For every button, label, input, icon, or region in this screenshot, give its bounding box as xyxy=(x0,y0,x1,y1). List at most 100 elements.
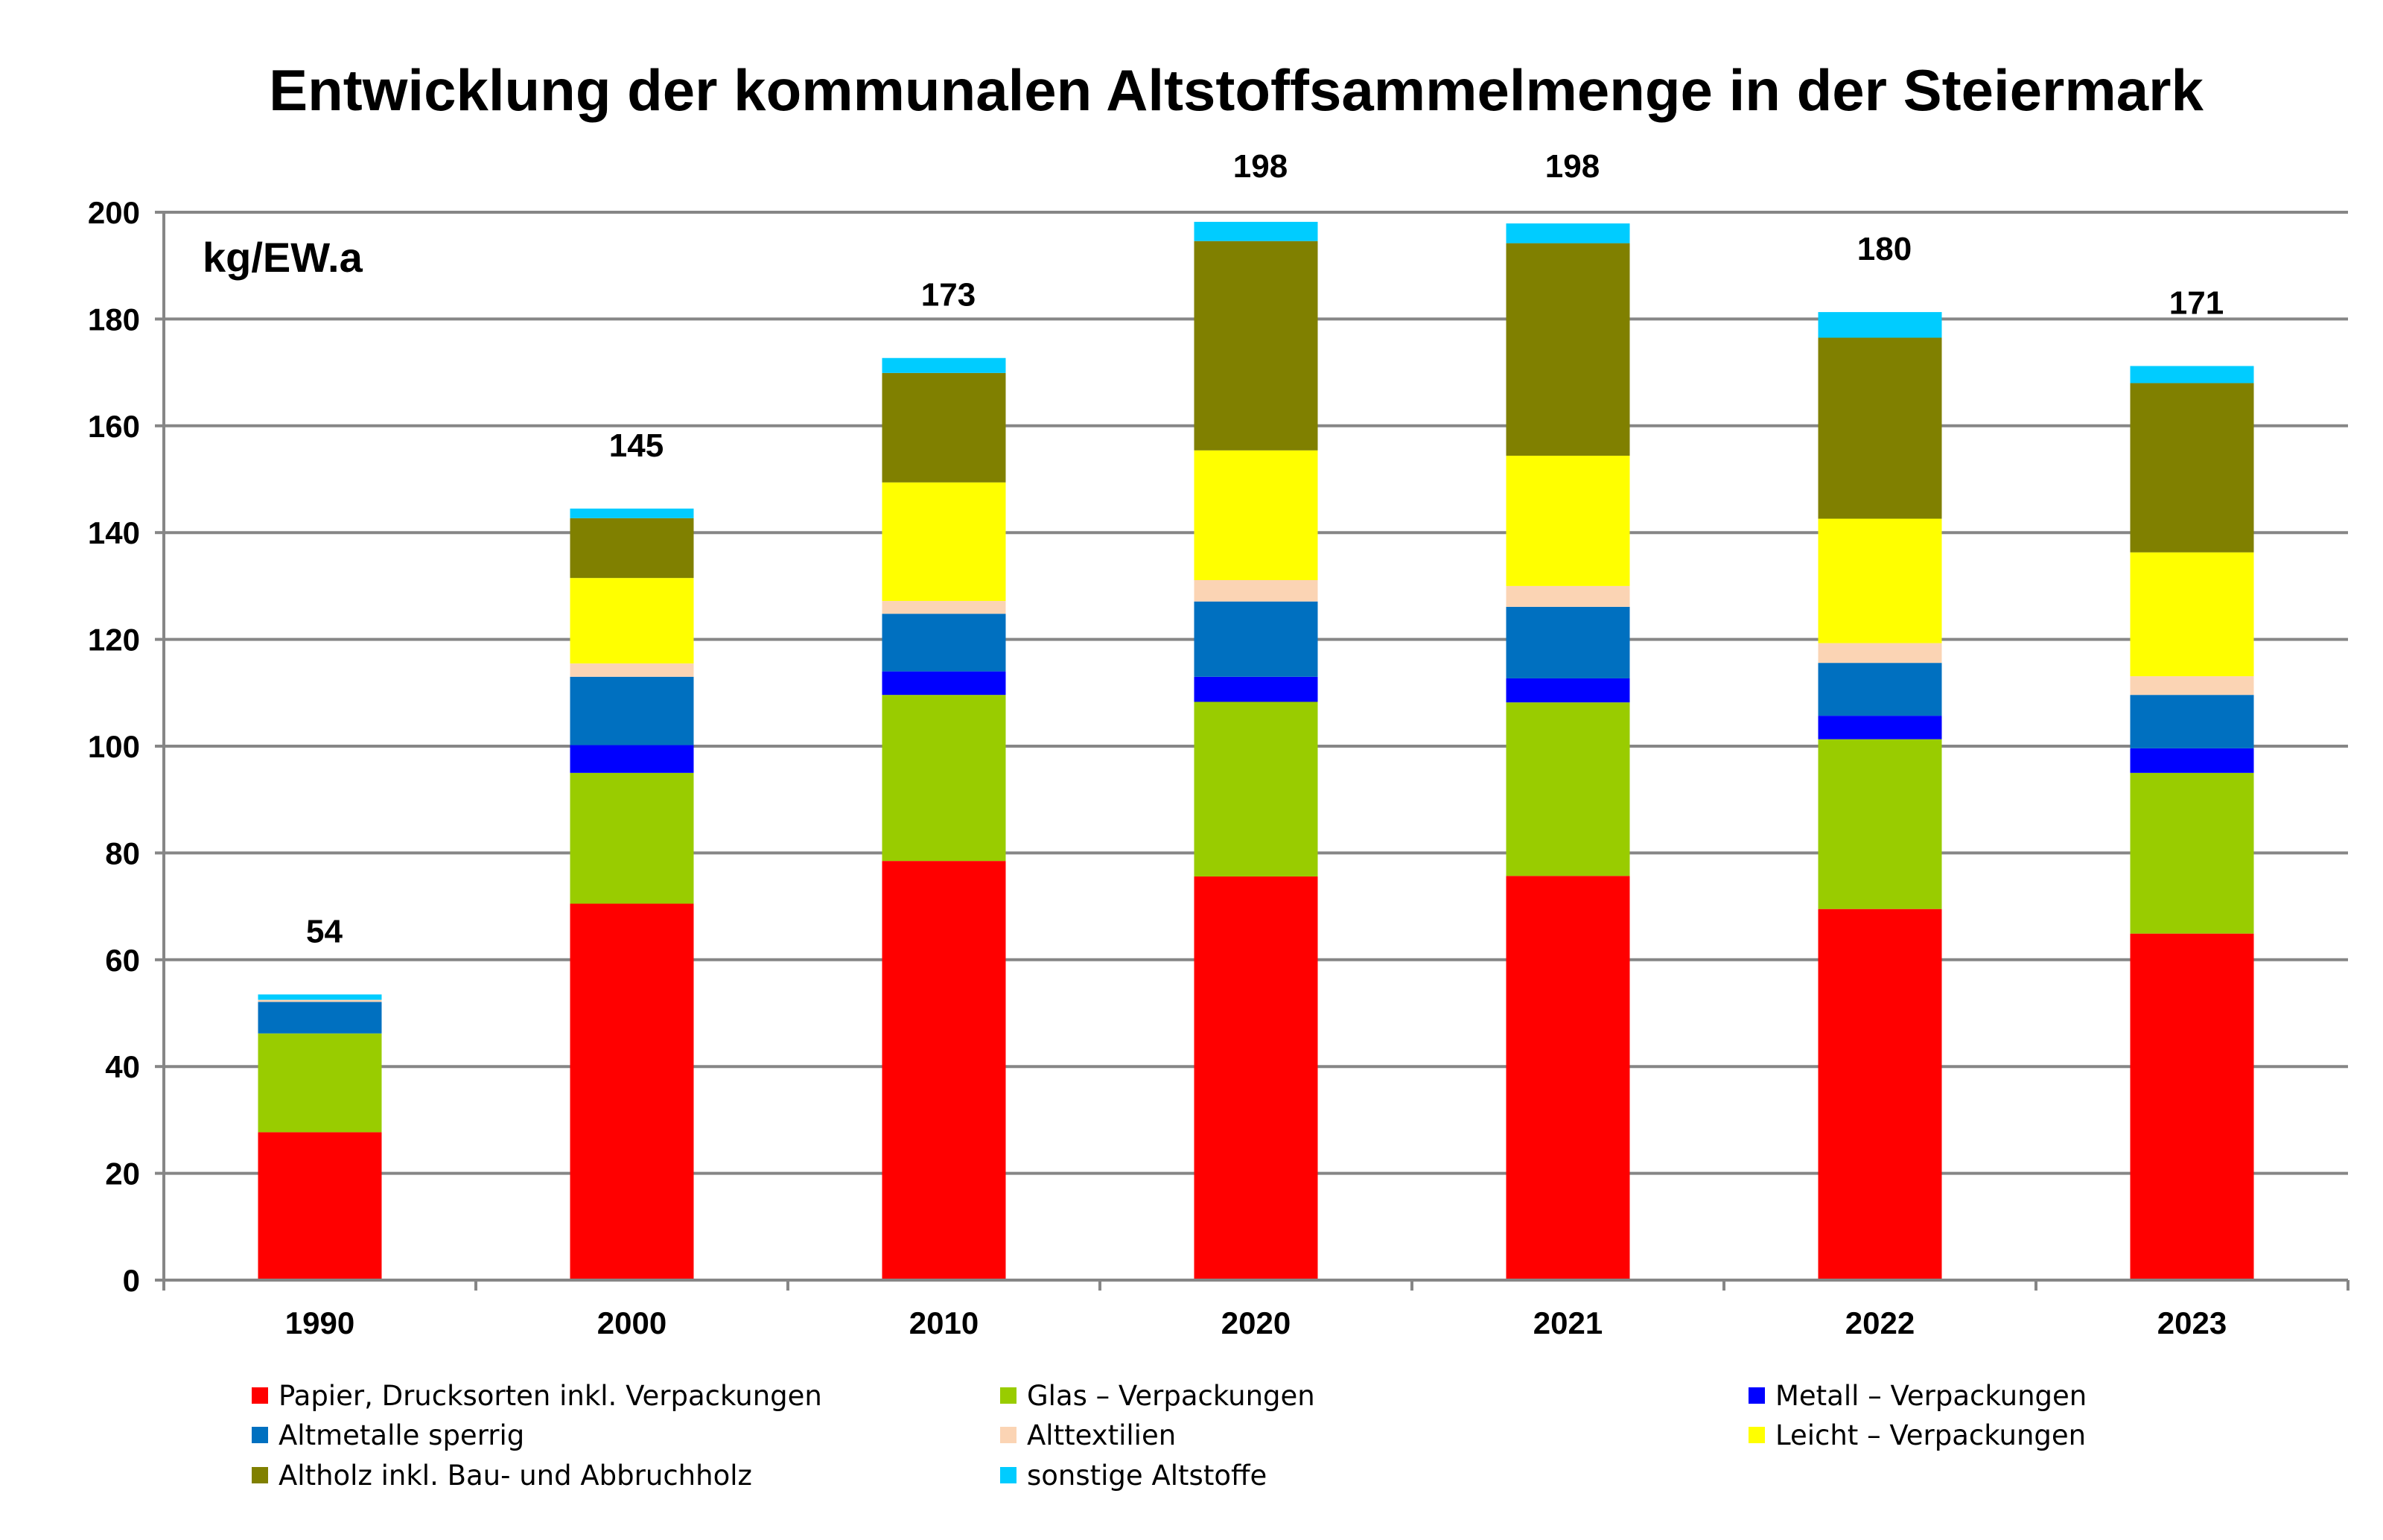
legend-swatch xyxy=(252,1387,268,1404)
legend-swatch xyxy=(252,1427,268,1443)
bar-segment-2022-7 xyxy=(1818,312,1942,338)
bar-segment-2020-7 xyxy=(1194,221,1318,241)
bar-segment-2000-0 xyxy=(570,903,694,1280)
total-label: 180 xyxy=(1857,231,1912,267)
legend-item: Alttextilien xyxy=(1000,1419,1176,1451)
total-label: 54 xyxy=(306,913,343,949)
bar-segment-1990-4 xyxy=(258,999,382,1002)
bar-segment-2023-1 xyxy=(2130,772,2254,934)
bar-segment-2010-2 xyxy=(882,671,1006,696)
bar-segment-2022-0 xyxy=(1818,909,1942,1280)
legend-label: Papier, Drucksorten inkl. Verpackungen xyxy=(279,1380,822,1412)
legend-swatch xyxy=(1000,1427,1016,1443)
y-tick-label: 60 xyxy=(105,943,140,978)
bar-segment-2022-2 xyxy=(1818,716,1942,739)
bar-segment-2020-6 xyxy=(1194,241,1318,451)
bar-segment-2023-4 xyxy=(2130,676,2254,696)
legend-item: Altholz inkl. Bau- und Abbruchholz xyxy=(252,1460,752,1492)
legend-label: Glas – Verpackungen xyxy=(1027,1380,1315,1412)
legend-swatch xyxy=(1000,1387,1016,1404)
bar-segment-2000-2 xyxy=(570,745,694,773)
y-tick-label: 160 xyxy=(88,409,140,444)
legend-label: Metall – Verpackungen xyxy=(1775,1380,2087,1412)
y-tick-label: 140 xyxy=(88,515,140,550)
bar-segment-2020-5 xyxy=(1194,450,1318,581)
bar-segment-2023-0 xyxy=(2130,933,2254,1280)
bar-segment-2021-0 xyxy=(1506,876,1630,1280)
bar-segment-2020-2 xyxy=(1194,676,1318,702)
bars: 54 145 173 198 198 180 171 xyxy=(258,148,2254,1280)
legend-item: Altmetalle sperrig xyxy=(252,1419,524,1451)
x-tick-label: 2023 xyxy=(2157,1305,2227,1340)
bar-segment-1990-1 xyxy=(258,1033,382,1133)
bar-segment-2000-1 xyxy=(570,772,694,904)
bar-segment-2023-5 xyxy=(2130,552,2254,677)
bar-segment-2000-7 xyxy=(570,508,694,518)
bar-segment-2023-3 xyxy=(2130,695,2254,748)
bar-segment-2010-6 xyxy=(882,372,1006,483)
legend-swatch xyxy=(1000,1467,1016,1483)
legend-swatch xyxy=(1749,1387,1765,1404)
legend: Papier, Drucksorten inkl. Verpackungen Gl… xyxy=(252,1380,2087,1492)
bar-segment-2022-3 xyxy=(1818,663,1942,716)
total-label: 173 xyxy=(921,277,976,314)
x-tick-label: 2022 xyxy=(1845,1305,1915,1340)
legend-item: Glas – Verpackungen xyxy=(1000,1380,1315,1412)
bar-segment-2010-7 xyxy=(882,357,1006,373)
chart-title: Entwicklung der kommunalen Altstoffsamme… xyxy=(269,57,2204,123)
axes: 0 20 40 60 80 100 120 140 160 180 200 1990 2000 2010 2… xyxy=(88,195,2349,1340)
y-tick-label: 200 xyxy=(88,195,140,230)
y-tick-label: 20 xyxy=(105,1156,140,1191)
legend-swatch xyxy=(252,1467,268,1483)
bar-segment-2021-7 xyxy=(1506,223,1630,244)
total-label: 171 xyxy=(2169,284,2224,321)
total-label: 198 xyxy=(1545,148,1600,185)
legend-item: Leicht – Verpackungen xyxy=(1749,1419,2086,1451)
bar-segment-2010-1 xyxy=(882,695,1006,862)
bar-segment-2022-4 xyxy=(1818,643,1942,664)
legend-label: sonstige Altstoffe xyxy=(1027,1460,1267,1492)
legend-item: Papier, Drucksorten inkl. Verpackungen xyxy=(252,1380,822,1412)
bar-segment-1990-3 xyxy=(258,1002,382,1034)
y-tick-label: 120 xyxy=(88,623,140,658)
x-tick-label: 2021 xyxy=(1533,1305,1603,1340)
bar-segment-2023-7 xyxy=(2130,366,2254,384)
x-tick-label: 2010 xyxy=(909,1305,979,1340)
bar-segment-2000-5 xyxy=(570,578,694,664)
legend-swatch xyxy=(1749,1427,1765,1443)
bar-segment-2010-3 xyxy=(882,614,1006,672)
total-label: 145 xyxy=(609,427,664,464)
bar-segment-2022-6 xyxy=(1818,337,1942,519)
bar-segment-2021-3 xyxy=(1506,606,1630,678)
legend-label: Altmetalle sperrig xyxy=(279,1419,524,1451)
x-tick-label: 1990 xyxy=(285,1305,354,1340)
bar-segment-2010-5 xyxy=(882,482,1006,601)
y-tick-label: 80 xyxy=(105,836,140,871)
legend-label: Alttextilien xyxy=(1027,1419,1176,1451)
bar-segment-2021-6 xyxy=(1506,243,1630,456)
bar-segment-2021-1 xyxy=(1506,702,1630,876)
bar-segment-2020-4 xyxy=(1194,580,1318,602)
bar-segment-2020-3 xyxy=(1194,601,1318,677)
bar-segment-2021-4 xyxy=(1506,585,1630,607)
y-tick-label: 0 xyxy=(123,1263,140,1298)
bar-segment-2022-1 xyxy=(1818,739,1942,909)
bar-segment-2000-3 xyxy=(570,676,694,745)
y-tick-label: 180 xyxy=(88,302,140,337)
y-tick-label: 100 xyxy=(88,729,140,764)
bar-segment-2023-6 xyxy=(2130,383,2254,553)
bar-segment-2020-1 xyxy=(1194,701,1318,876)
total-label: 198 xyxy=(1233,148,1288,185)
bar-segment-1990-0 xyxy=(258,1132,382,1280)
bar-segment-2021-2 xyxy=(1506,678,1630,703)
bar-segment-2000-4 xyxy=(570,663,694,677)
legend-item: sonstige Altstoffe xyxy=(1000,1460,1267,1492)
x-tick-label: 2000 xyxy=(597,1305,666,1340)
legend-label: Altholz inkl. Bau- und Abbruchholz xyxy=(279,1460,752,1492)
bar-segment-2021-5 xyxy=(1506,455,1630,586)
unit-label: kg/EW.a xyxy=(203,234,363,281)
y-tick-label: 40 xyxy=(105,1049,140,1084)
bar-segment-2022-5 xyxy=(1818,518,1942,643)
legend-label: Leicht – Verpackungen xyxy=(1775,1419,2086,1451)
